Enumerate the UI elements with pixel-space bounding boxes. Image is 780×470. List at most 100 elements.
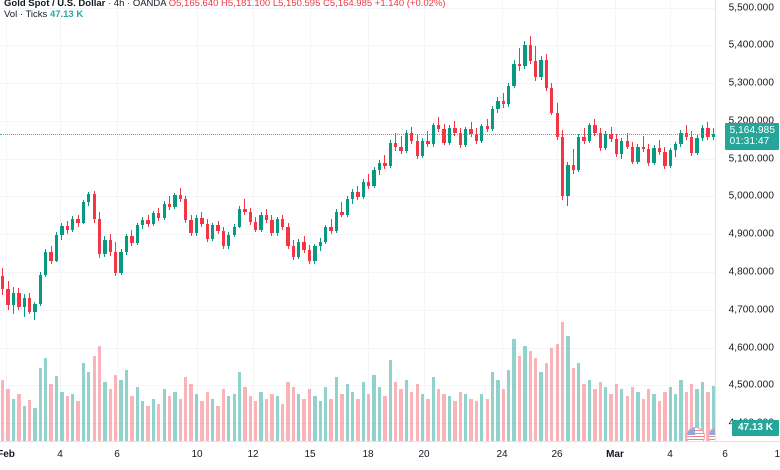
candle-body: [361, 182, 366, 198]
volume-bar: [480, 394, 484, 442]
legend-volume-title: Vol · Ticks: [4, 9, 48, 20]
candlestick: [124, 0, 129, 442]
candle-wick: [400, 136, 402, 155]
candlestick: [227, 0, 231, 442]
legend-symbol-row[interactable]: Gold Spot / U.S. Dollar · 4h · OANDA O5,…: [4, 0, 446, 9]
candlestick: [237, 0, 242, 442]
gridline-vertical: [615, 0, 616, 442]
volume-bar: [17, 394, 21, 442]
volume-bar: [49, 384, 53, 442]
legend-change: +1.140: [374, 0, 405, 9]
candlestick: [264, 0, 269, 442]
candle-body: [426, 140, 430, 145]
candle-body: [641, 146, 645, 149]
candlestick: [431, 0, 436, 442]
candlestick: [668, 0, 672, 442]
us-flag-event-icon[interactable]: [686, 427, 705, 442]
legend-volume-value: 47.13 K: [49, 9, 84, 20]
candle-body: [167, 204, 172, 208]
candlestick: [453, 0, 457, 442]
volume-bar: [577, 362, 581, 442]
current-price-badge[interactable]: 5,164.985 01:31:47: [724, 123, 779, 151]
time-axis[interactable]: Feb 4 6 10 12 15 18 20 24 26 Mar 4 6 10: [0, 441, 780, 470]
volume-bar: [447, 396, 452, 442]
candle-body: [324, 227, 328, 242]
legend-low-value: 5,150.595: [278, 0, 321, 9]
candlestick: [307, 0, 312, 442]
candle-body: [350, 191, 355, 199]
candle-body: [33, 304, 37, 312]
candlestick: [291, 0, 296, 442]
time-tick-label: Mar: [606, 449, 624, 460]
volume-bar: [318, 401, 322, 442]
volume-bar: [636, 391, 640, 442]
gridline-vertical: [670, 0, 671, 442]
candle-body: [614, 139, 619, 155]
candlestick: [60, 0, 64, 442]
volume-bar: [329, 398, 333, 442]
current-volume-badge[interactable]: 47.13 K: [731, 420, 779, 436]
legend-volume-row[interactable]: Vol · Ticks 47.13 K: [4, 9, 446, 20]
candle-body: [603, 134, 608, 149]
candle-body: [485, 126, 489, 130]
candle-body: [173, 194, 177, 207]
candlestick: [146, 0, 150, 442]
candlestick: [76, 0, 80, 442]
candlestick: [350, 0, 355, 442]
volume-bar: [302, 398, 306, 442]
candlestick: [97, 0, 102, 442]
candle-body: [657, 148, 662, 152]
volume-bar: [507, 370, 511, 442]
candlestick: [22, 0, 26, 442]
candlestick: [173, 0, 177, 442]
candle-wick: [502, 92, 504, 108]
volume-bar: [92, 355, 96, 442]
volume-bar: [625, 396, 629, 442]
volume-bar: [609, 394, 613, 442]
volume-bar: [221, 389, 226, 442]
candlestick: [87, 0, 91, 442]
candlestick: [49, 0, 53, 442]
volume-bar: [103, 382, 107, 442]
plot-area[interactable]: [0, 0, 716, 442]
candlestick: [44, 0, 48, 442]
candle-body: [313, 246, 317, 262]
candle-body: [711, 134, 715, 137]
candle-body: [587, 125, 592, 141]
candlestick: [297, 0, 301, 442]
candle-body: [275, 219, 279, 234]
candle-body: [566, 165, 570, 196]
candlestick: [361, 0, 366, 442]
candlestick: [135, 0, 139, 442]
volume-bar: [474, 401, 479, 442]
candlestick: [205, 0, 209, 442]
legend-interval[interactable]: 4h: [113, 0, 125, 9]
candlestick: [178, 0, 182, 442]
candle-body: [679, 132, 683, 145]
volume-bar: [33, 408, 37, 442]
volume-bar: [533, 358, 538, 442]
gridline-horizontal: [0, 120, 716, 122]
candle-wick: [384, 154, 386, 170]
candle-body: [71, 219, 75, 230]
time-tick-label: 12: [247, 449, 259, 460]
candlestick: [162, 0, 166, 442]
candlestick: [426, 0, 430, 442]
candlestick: [65, 0, 69, 442]
volume-bar: [324, 386, 328, 442]
legend-exchange: OANDA: [132, 0, 167, 9]
candlestick: [394, 0, 398, 442]
gridline-horizontal: [0, 158, 716, 160]
volume-bar: [544, 362, 549, 442]
candle-body: [544, 59, 549, 88]
volume-bar: [361, 382, 366, 442]
candlestick: [663, 0, 667, 442]
price-axis[interactable]: 5,500.000 5,400.000 5,300.000 5,200.000 5,10…: [715, 0, 780, 442]
candlestick: [318, 0, 322, 442]
candle-body: [577, 136, 581, 170]
legend-sep-2: ·: [127, 0, 131, 9]
candle-body: [663, 151, 667, 167]
candle-body: [560, 136, 565, 196]
legend-symbol[interactable]: Gold Spot / U.S. Dollar: [4, 0, 106, 9]
